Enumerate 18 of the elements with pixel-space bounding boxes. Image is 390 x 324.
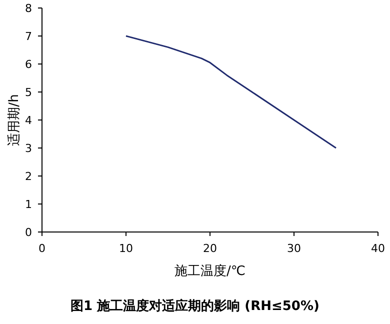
x-axis-title: 施工温度/℃: [174, 263, 246, 279]
y-tick-label: 4: [25, 114, 32, 127]
y-tick-label: 5: [25, 86, 32, 99]
y-tick-label: 8: [25, 2, 32, 15]
y-tick-label: 3: [25, 142, 32, 155]
text: 图1 施工温度对适应期的影响 (RH≤50%): [70, 298, 320, 314]
line-series: [125, 35, 337, 149]
x-tick-label: 40: [371, 242, 385, 255]
x-tick-label: 20: [203, 242, 217, 255]
x-tick-label: 0: [38, 242, 46, 255]
y-tick-label: 2: [25, 170, 32, 183]
x-tick-label: 30: [287, 242, 301, 255]
y-tick-label: 6: [25, 58, 32, 71]
y-tick-label: 7: [25, 30, 32, 43]
x-tick-label: 10: [119, 242, 133, 255]
y-axis-title: 适用期/h: [7, 94, 22, 146]
y-tick-label: 0: [25, 226, 32, 239]
y-tick-label: 1: [25, 198, 32, 211]
